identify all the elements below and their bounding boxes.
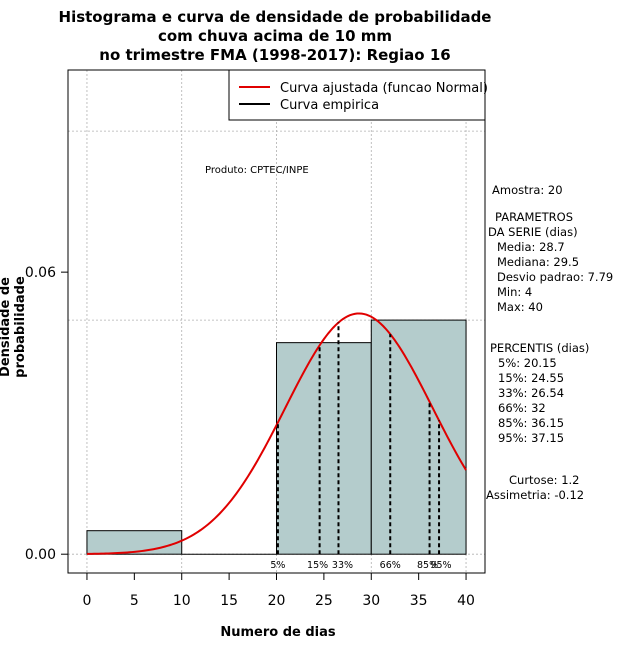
histogram-bar <box>276 342 372 555</box>
percentil-15: 15%: 24.55 <box>498 371 565 385</box>
y-tick-label: 0.00 <box>25 547 56 563</box>
param-media: Media: 28.7 <box>497 240 565 254</box>
x-tick-label: 40 <box>457 593 475 609</box>
assimetria: Assimetria: -0.12 <box>486 488 585 502</box>
product-annotation: Produto: CPTEC/INPE <box>205 165 309 176</box>
percentil-66: 66%: 32 <box>498 401 546 415</box>
percentil-5: 5%: 20.15 <box>498 356 557 370</box>
curtose: Curtose: 1.2 <box>509 473 580 487</box>
percentile-label: 95% <box>430 560 451 571</box>
percentile-label: 15% <box>307 560 328 571</box>
histogram-bar <box>370 319 467 555</box>
x-tick-label: 10 <box>173 593 191 609</box>
x-tick-label: 30 <box>362 593 380 609</box>
percentil-95: 95%: 37.15 <box>498 431 565 445</box>
x-tick-label: 20 <box>268 593 286 609</box>
x-axis-label: Numero de dias <box>220 625 336 640</box>
x-tick-label: 0 <box>82 593 91 609</box>
params-header-1: PARAMETROS <box>495 210 574 224</box>
chart-title-line-3: no trimestre FMA (1998-2017): Regiao 16 <box>99 46 451 64</box>
param-min: Min: 4 <box>497 285 533 299</box>
x-tick-label: 15 <box>220 593 238 609</box>
x-tick-label: 25 <box>315 593 333 609</box>
percentile-label: 85% <box>417 560 438 571</box>
y-tick-label: 0.06 <box>25 265 56 281</box>
chart-title-line-1: Histograma e curva de densidade de proba… <box>58 8 492 26</box>
percentile-label: 66% <box>380 560 401 571</box>
params-header-2: DA SERIE (dias) <box>488 225 578 239</box>
percentil-85: 85%: 36.15 <box>498 416 565 430</box>
normal-fit-curve <box>86 312 467 555</box>
percentile-label: 5% <box>270 560 285 571</box>
param-mediana: Mediana: 29.5 <box>497 255 580 269</box>
param-desvio: Desvio padrao: 7.79 <box>497 270 614 284</box>
param-max: Max: 40 <box>497 300 543 314</box>
sample-size: Amostra: 20 <box>492 183 563 197</box>
percentil-33: 33%: 26.54 <box>498 386 565 400</box>
percentile-label: 33% <box>332 560 353 571</box>
histogram-bar <box>86 530 183 555</box>
legend-box <box>228 69 486 121</box>
legend-label: Curva empirica <box>280 98 379 113</box>
x-tick-label: 5 <box>130 593 139 609</box>
legend-label: Curva ajustada (funcao Normal) <box>280 81 488 96</box>
chart-title-line-2: com chuva acima de 10 mm <box>157 27 393 45</box>
x-tick-label: 35 <box>410 593 428 609</box>
percentis-header: PERCENTIS (dias) <box>490 341 590 355</box>
